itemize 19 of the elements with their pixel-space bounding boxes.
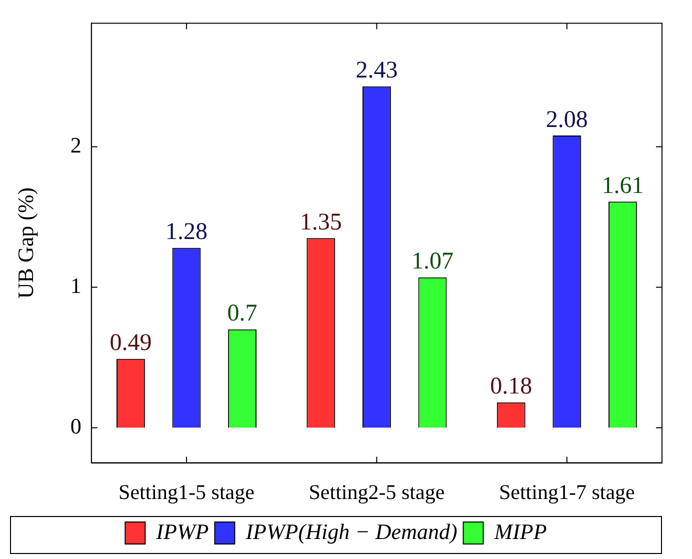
y-axis-title: UB Gap (%) [12, 187, 38, 299]
data-label: 1.35 [300, 209, 342, 236]
x-tick-label: Setting2-5 stage [308, 480, 445, 504]
legend-label: IPWP [155, 518, 209, 544]
y-tick-label: 1 [70, 273, 82, 298]
x-tick-label: Setting1-5 stage [118, 480, 254, 504]
data-label: 1.28 [166, 219, 208, 246]
data-label: 1.61 [602, 172, 644, 199]
data-label: 1.07 [411, 248, 454, 275]
data-label: 0.18 [490, 374, 532, 400]
data-label: 2.08 [546, 106, 588, 133]
data-label: 0.49 [110, 330, 152, 356]
data-label: 2.43 [356, 58, 398, 84]
data-label: 0.7 [227, 300, 258, 327]
legend-label: IPWP(High − Demand) [244, 518, 458, 544]
y-tick-label: 0 [70, 413, 82, 438]
y-tick-label: 2 [70, 132, 82, 158]
legend-label: MIPP [493, 518, 547, 544]
x-tick-label: Setting1-7 stage [498, 480, 635, 504]
